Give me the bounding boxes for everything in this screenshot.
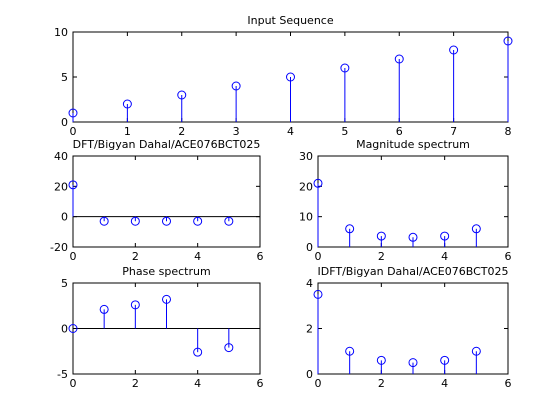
y-tick-label: 4 — [306, 277, 313, 290]
stem-marker — [224, 216, 234, 226]
stem-marker — [394, 54, 404, 64]
stem-marker — [313, 178, 323, 188]
stem-marker — [193, 216, 203, 226]
stem-marker — [340, 63, 350, 73]
x-tick-label: 4 — [287, 125, 294, 138]
stem-marker — [408, 358, 418, 368]
subplot-4: IDFT/Bigyan Dahal/ACE076BCT025 0 2 4 6 0 2 4 — [306, 265, 512, 390]
x-tick-label: 4 — [441, 250, 448, 263]
x-tick-label: 5 — [341, 125, 348, 138]
stem-marker — [68, 108, 78, 118]
y-tick-label: 2 — [306, 323, 313, 336]
axes-frame — [317, 282, 509, 375]
stem-marker — [162, 216, 171, 226]
x-tick-label: 6 — [257, 377, 264, 390]
stem-marker — [440, 231, 450, 241]
x-tick-label: 2 — [178, 125, 185, 138]
subplot-title: Input Sequence — [247, 14, 333, 27]
axes-frame — [72, 155, 261, 248]
x-tick-label: 2 — [378, 377, 385, 390]
x-tick-label: 0 — [315, 250, 322, 263]
stem-marker — [130, 300, 140, 310]
x-tick-label: 2 — [132, 250, 139, 263]
stem-marker — [130, 216, 140, 226]
stem-marker — [99, 304, 109, 314]
subplot-title: DFT/Bigyan Dahal/ACE076BCT025 — [73, 138, 261, 151]
subplot-title: Magnitude spectrum — [356, 138, 470, 151]
stem-marker — [345, 224, 355, 234]
x-tick-label: 2 — [378, 250, 385, 263]
x-tick-label: 3 — [233, 125, 240, 138]
stem-marker — [177, 90, 187, 100]
stem-marker — [162, 294, 171, 304]
subplot-0: Input Sequence 0 1 2 3 4 5 6 7 8 0 5 10 — [54, 14, 513, 138]
stem-marker — [122, 99, 132, 109]
stem-marker — [193, 347, 203, 357]
stem-marker — [440, 355, 450, 365]
y-tick-label: 0 — [306, 241, 313, 254]
stem-marker — [99, 216, 109, 226]
x-tick-label: 0 — [70, 377, 77, 390]
x-tick-label: 7 — [450, 125, 457, 138]
stem-marker — [224, 343, 234, 353]
stem-marker — [68, 324, 78, 333]
x-tick-label: 4 — [194, 250, 201, 263]
stem-marker — [503, 36, 513, 46]
y-tick-label: 5 — [61, 277, 68, 290]
stem-marker — [408, 232, 418, 242]
x-tick-label: 4 — [441, 377, 448, 390]
stem-marker — [471, 346, 481, 356]
x-tick-label: 1 — [124, 125, 131, 138]
stem-marker — [286, 72, 295, 82]
x-tick-label: 2 — [132, 377, 139, 390]
x-tick-label: 6 — [396, 125, 403, 138]
subplot-title: IDFT/Bigyan Dahal/ACE076BCT025 — [318, 265, 509, 278]
x-tick-label: 8 — [505, 125, 512, 138]
y-tick-label: 10 — [54, 26, 68, 39]
x-tick-label: 0 — [70, 125, 77, 138]
x-tick-label: 6 — [505, 250, 512, 263]
y-tick-label: 40 — [54, 150, 68, 163]
x-tick-label: 0 — [70, 250, 77, 263]
y-tick-label: 5 — [61, 71, 68, 84]
x-tick-label: 4 — [194, 377, 201, 390]
x-tick-label: 6 — [257, 250, 264, 263]
y-tick-label: 0 — [61, 211, 68, 224]
y-tick-label: -20 — [50, 241, 68, 254]
x-tick-label: 0 — [315, 377, 322, 390]
y-tick-label: -5 — [57, 368, 68, 381]
stem-marker — [313, 289, 323, 299]
subplot-title: Phase spectrum — [122, 265, 210, 278]
y-tick-label: 0 — [61, 116, 68, 129]
stem-marker — [471, 224, 481, 234]
stem-marker — [376, 355, 386, 365]
x-tick-label: 6 — [505, 377, 512, 390]
subplot-2: Magnitude spectrum 0 2 4 6 0 10 20 30 — [299, 138, 512, 263]
stem-marker — [449, 45, 459, 55]
stem-marker — [345, 346, 355, 356]
y-tick-label: 30 — [299, 150, 313, 163]
y-tick-label: 20 — [299, 180, 313, 193]
stem-marker — [231, 81, 241, 91]
stem-marker — [376, 231, 386, 241]
stem-marker — [68, 180, 78, 190]
y-tick-label: 10 — [299, 211, 313, 224]
y-tick-label: 0 — [61, 323, 68, 336]
y-tick-label: 0 — [306, 368, 313, 381]
y-tick-label: 20 — [54, 180, 68, 193]
